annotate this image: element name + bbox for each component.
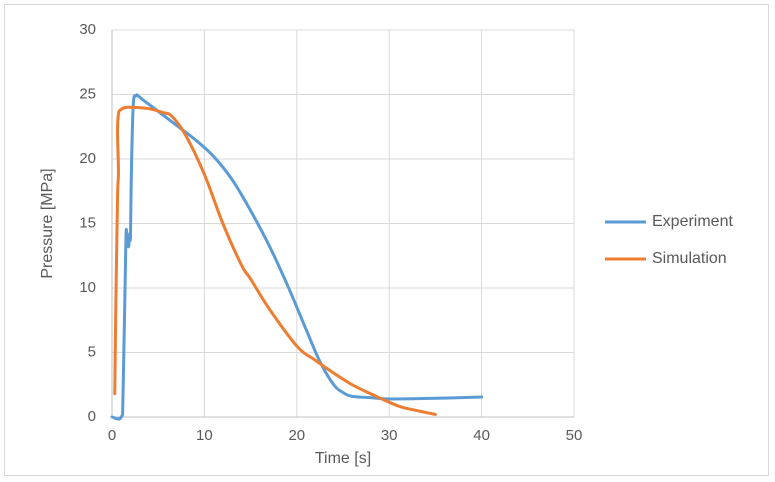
series-lines — [110, 93, 484, 421]
legend-label-simulation: Simulation — [652, 250, 727, 267]
tick-labels: 0 5 10 15 20 25 30 0 10 20 30 40 50 — [79, 21, 582, 444]
x-tick-label: 40 — [473, 427, 490, 444]
axes — [111, 30, 574, 418]
gridlines — [112, 29, 575, 417]
x-tick-label: 10 — [196, 427, 213, 444]
y-tick-label: 20 — [79, 150, 96, 167]
y-tick-label: 5 — [88, 343, 96, 360]
y-tick-label: 30 — [79, 21, 96, 38]
x-tick-label: 30 — [381, 427, 398, 444]
x-tick-label: 20 — [288, 427, 305, 444]
legend-label-experiment: Experiment — [652, 213, 733, 230]
x-tick-label: 0 — [108, 427, 116, 444]
y-tick-label: 15 — [79, 214, 96, 231]
legend: Experiment Simulation — [605, 213, 733, 267]
y-tick-label: 25 — [79, 85, 96, 102]
y-tick-label: 0 — [88, 408, 96, 425]
series-line-simulation — [113, 105, 437, 416]
y-axis-title: Pressure [MPa] — [39, 168, 56, 278]
y-tick-label: 10 — [79, 279, 96, 296]
x-tick-label: 50 — [566, 427, 583, 444]
x-axis-title: Time [s] — [315, 450, 371, 467]
series-line-experiment — [110, 93, 484, 421]
